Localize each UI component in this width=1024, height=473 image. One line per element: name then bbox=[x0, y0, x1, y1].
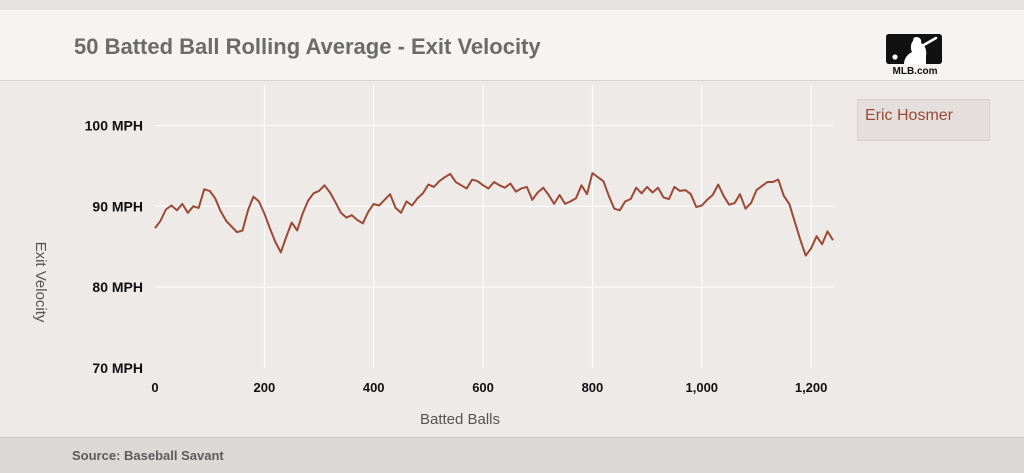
x-tick-label: 1,200 bbox=[795, 380, 828, 395]
x-tick-label: 1,000 bbox=[686, 380, 719, 395]
chart-title: 50 Batted Ball Rolling Average - Exit Ve… bbox=[74, 34, 541, 59]
vertical-gridlines bbox=[263, 85, 812, 368]
chart-header: 50 Batted Ball Rolling Average - Exit Ve… bbox=[0, 10, 1024, 81]
x-tick-label: 0 bbox=[151, 380, 158, 395]
top-strip bbox=[0, 0, 1024, 10]
y-tick-label: 80 MPH bbox=[92, 279, 143, 295]
y-tick-label: 90 MPH bbox=[92, 198, 143, 214]
x-axis-label: Batted Balls bbox=[420, 411, 500, 428]
y-tick-labels: 70 MPH 80 MPH 90 MPH 100 MPH bbox=[85, 117, 143, 376]
legend[interactable]: Eric Hosmer bbox=[857, 99, 990, 141]
mlb-logo[interactable]: MLB.com bbox=[884, 34, 946, 80]
source-credit: Source: Baseball Savant bbox=[72, 448, 224, 463]
mlb-batter-logo-icon bbox=[886, 34, 942, 64]
chart-footer: Source: Baseball Savant bbox=[0, 437, 1024, 473]
series-line-eric-hosmer[interactable] bbox=[154, 172, 834, 257]
y-tick-label: 100 MPH bbox=[85, 117, 143, 133]
x-tick-label: 800 bbox=[582, 380, 604, 395]
x-tick-labels: 0 200 400 600 800 1,000 1,200 bbox=[151, 380, 827, 395]
x-tick-label: 600 bbox=[472, 380, 494, 395]
legend-item-eric-hosmer[interactable]: Eric Hosmer bbox=[865, 107, 954, 124]
y-axis-label: Exit Velocity bbox=[32, 242, 49, 323]
horizontal-gridlines bbox=[155, 124, 833, 288]
x-tick-label: 400 bbox=[363, 380, 385, 395]
mlb-logo-text: MLB.com bbox=[892, 66, 938, 77]
x-tick-label: 200 bbox=[254, 380, 276, 395]
y-tick-label: 70 MPH bbox=[92, 360, 143, 376]
